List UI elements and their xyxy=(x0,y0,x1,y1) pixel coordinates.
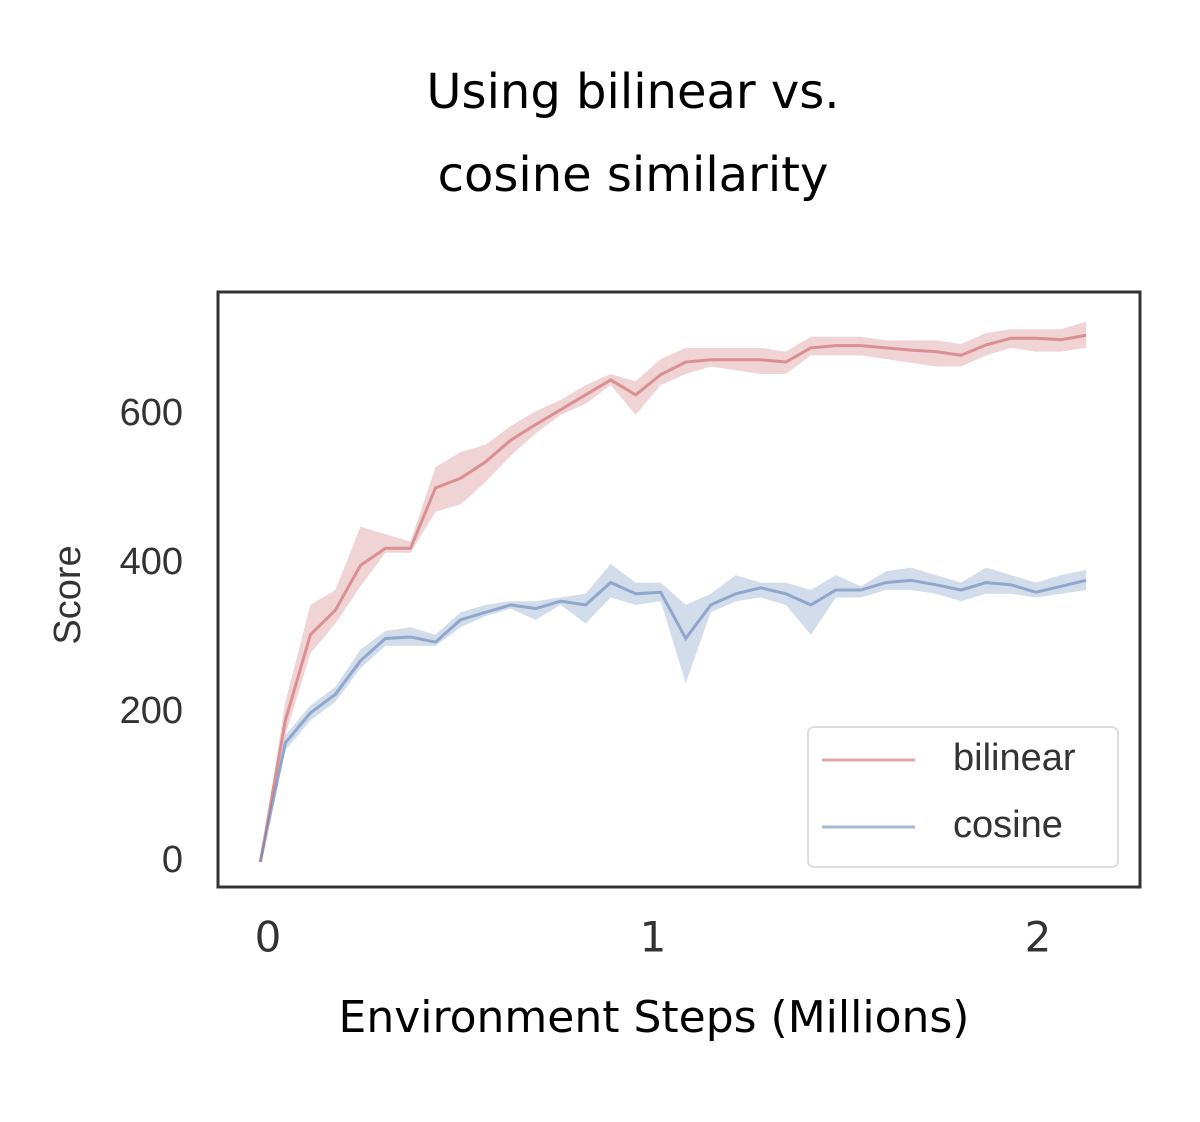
y-axis-label: Score xyxy=(47,545,89,644)
y-tick-label: 600 xyxy=(120,392,183,434)
chart-title: Using bilinear vs. xyxy=(426,64,839,120)
legend-label: bilinear xyxy=(953,737,1076,779)
y-tick-label: 0 xyxy=(162,839,183,881)
confidence-band xyxy=(260,321,1087,862)
x-tick-label: 0 xyxy=(255,913,282,962)
plot-frame xyxy=(216,290,1142,889)
line xyxy=(258,333,1087,863)
y-tick-label: 200 xyxy=(120,690,183,732)
y-tick-label: 400 xyxy=(120,541,183,583)
x-tick-label: 2 xyxy=(1025,913,1052,962)
x-axis-label: Environment Steps (Millions) xyxy=(339,992,970,1043)
confidence-band xyxy=(260,563,1087,862)
x-tick-label: 1 xyxy=(640,913,667,962)
chart-title: cosine similarity xyxy=(438,147,829,203)
line xyxy=(258,578,1087,863)
legend-box xyxy=(807,726,1119,868)
legend-label: cosine xyxy=(953,804,1063,846)
